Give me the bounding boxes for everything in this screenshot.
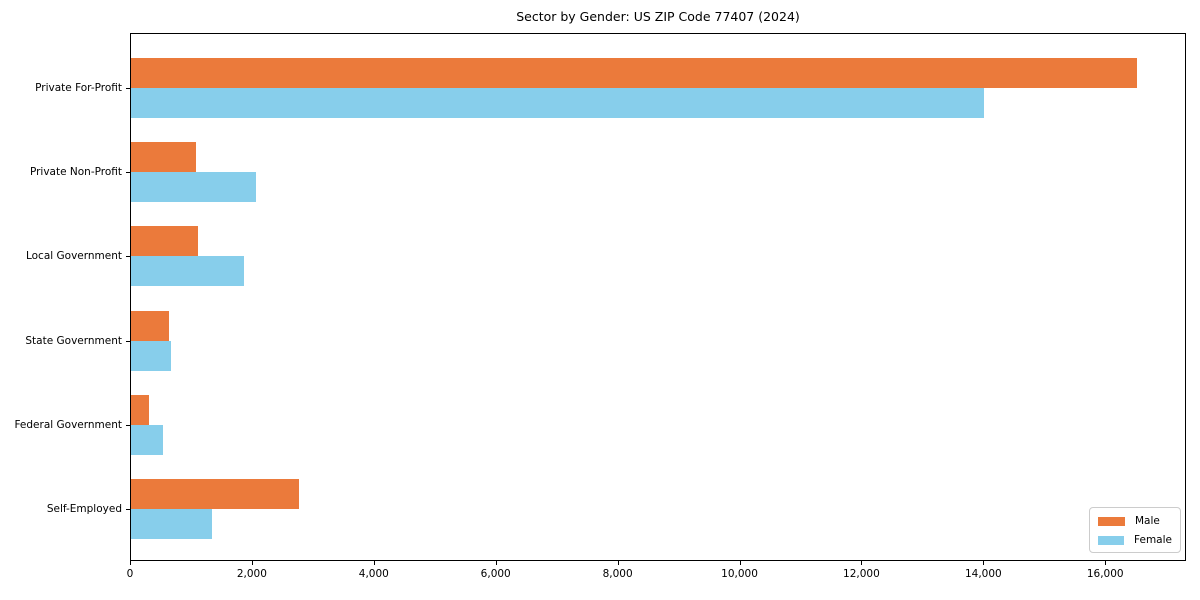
bar-female-private-for-profit bbox=[131, 88, 984, 118]
legend-item-female: Female bbox=[1098, 533, 1172, 547]
ytick-label-local-government: Local Government bbox=[25, 250, 122, 263]
ytick-label-self-employed: Self-Employed bbox=[46, 503, 122, 515]
bar-male-federal-government bbox=[131, 394, 149, 425]
xtick-mark bbox=[1105, 561, 1107, 565]
xtick-label-6-000: 6,000 bbox=[480, 568, 511, 580]
ytick-mark bbox=[126, 509, 130, 510]
xtick-label-12-000: 12,000 bbox=[843, 568, 880, 580]
legend-item-male: Male bbox=[1098, 514, 1172, 528]
xtick-mark bbox=[495, 561, 497, 565]
ytick-label-state-government: State Government bbox=[25, 334, 122, 347]
xtick-label-14-000: 14,000 bbox=[964, 568, 1002, 580]
ytick-label-federal-government: Federal Government bbox=[14, 418, 122, 431]
bar-female-state-government bbox=[131, 340, 171, 371]
xtick-label-2-000: 2,000 bbox=[236, 568, 267, 580]
xtick-mark bbox=[739, 561, 741, 565]
bar-male-private-non-profit bbox=[131, 142, 196, 173]
ytick-mark bbox=[126, 88, 130, 89]
ytick-label-private-for-profit: Private For-Profit bbox=[35, 82, 122, 94]
bar-female-local-government bbox=[131, 256, 244, 287]
xtick-label-8-000: 8,000 bbox=[602, 568, 633, 580]
ytick-label-private-non-profit: Private Non-Profit bbox=[29, 166, 122, 179]
xtick-label-4-000: 4,000 bbox=[358, 568, 389, 580]
bar-female-self-employed bbox=[131, 509, 212, 539]
xtick-mark bbox=[130, 561, 131, 565]
ytick-mark bbox=[126, 172, 130, 174]
legend-swatch-female-icon bbox=[1098, 535, 1125, 545]
chart-title: Sector by Gender: US ZIP Code 77407 (202… bbox=[516, 9, 800, 24]
plot-area bbox=[130, 33, 1186, 561]
xtick-label-16-000: 16,000 bbox=[1086, 568, 1124, 580]
xtick-mark bbox=[373, 561, 375, 565]
ytick-mark bbox=[126, 340, 130, 342]
ytick-mark bbox=[126, 256, 130, 258]
bar-female-private-non-profit bbox=[131, 172, 256, 203]
xtick-mark bbox=[983, 561, 985, 565]
bar-male-state-government bbox=[131, 310, 169, 341]
xtick-mark bbox=[617, 561, 619, 565]
bar-male-self-employed bbox=[131, 479, 299, 509]
legend: Male Female bbox=[1089, 507, 1181, 553]
bar-male-local-government bbox=[131, 226, 198, 257]
xtick-mark bbox=[861, 561, 863, 565]
xtick-label-0: 0 bbox=[126, 568, 134, 580]
legend-label-female: Female bbox=[1134, 534, 1172, 546]
bar-male-private-for-profit bbox=[131, 58, 1137, 88]
xtick-mark bbox=[251, 561, 253, 565]
ytick-mark bbox=[126, 424, 130, 426]
bar-female-federal-government bbox=[131, 424, 163, 455]
legend-swatch-male-icon bbox=[1098, 516, 1125, 526]
legend-label-male: Male bbox=[1135, 515, 1160, 527]
xtick-label-10-000: 10,000 bbox=[721, 568, 758, 580]
